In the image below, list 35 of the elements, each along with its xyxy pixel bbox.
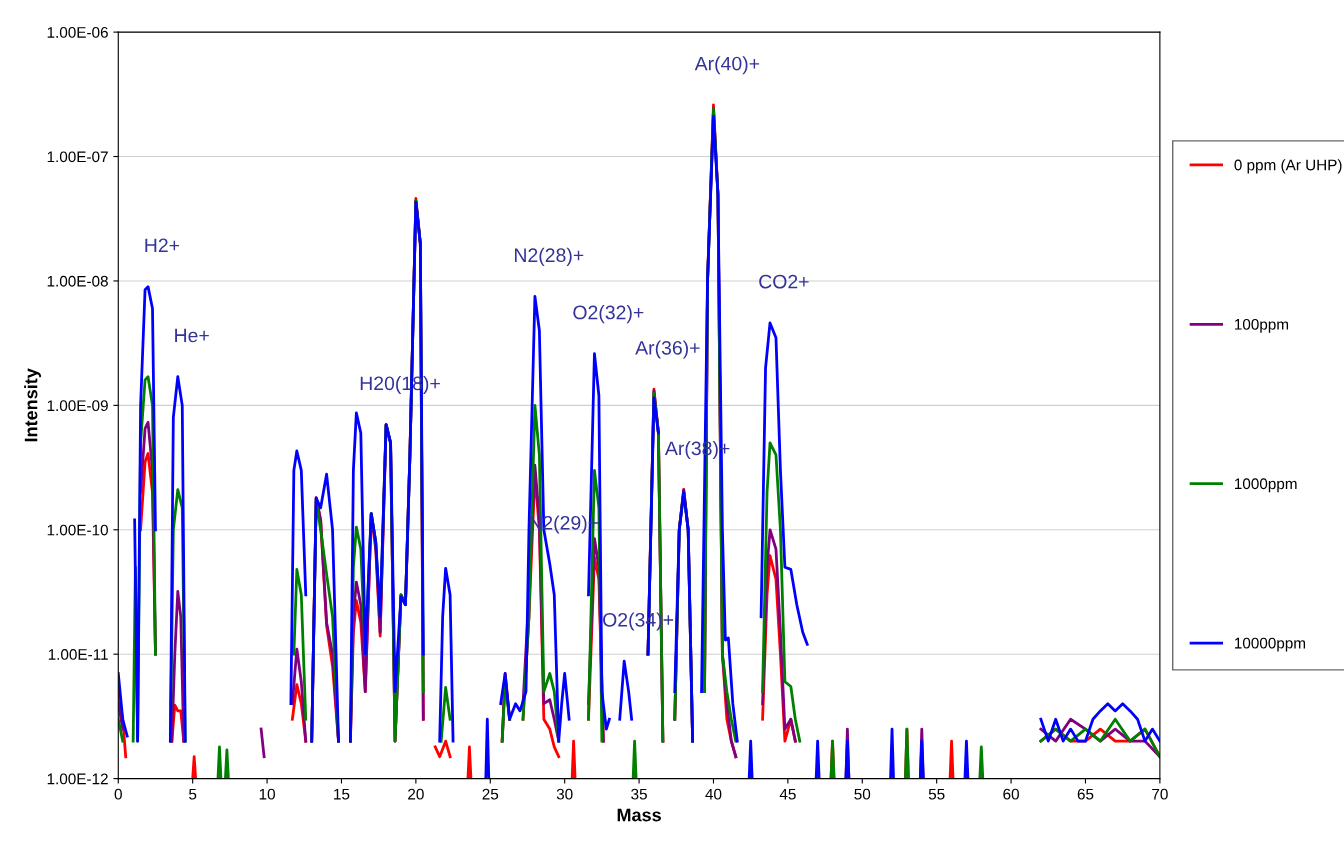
x-tick-label: 30 — [556, 788, 573, 800]
y-tick-label: 1.00E-09 — [47, 400, 108, 412]
legend-label: 10000ppm — [1234, 637, 1306, 652]
y-tick-label: 1.00E-10 — [47, 524, 108, 536]
y-tick-label: 1.00E-08 — [47, 275, 108, 287]
y-tick-label: 1.00E-06 — [47, 26, 108, 38]
x-tick-label: 55 — [928, 788, 945, 800]
x-tick-label: 15 — [334, 788, 350, 800]
x-tick-label: 10 — [259, 788, 275, 800]
annotation: O2(32)+ — [573, 305, 644, 324]
x-tick-label: 5 — [189, 788, 197, 800]
annotation: H2+ — [145, 238, 180, 253]
x-tick-label: 35 — [631, 788, 647, 800]
x-tick-label: 25 — [482, 788, 499, 800]
annotation: CO2+ — [759, 274, 809, 289]
legend-label: 0 ppm (Ar UHP) — [1234, 159, 1342, 174]
annotation: Ar(40)+ — [694, 56, 760, 75]
x-tick-label: 0 — [114, 788, 122, 800]
x-tick-label: 50 — [854, 788, 871, 800]
x-tick-label: 20 — [408, 788, 424, 800]
y-axis-title: Intensity — [24, 368, 41, 442]
annotation: He+ — [175, 328, 209, 343]
legend-label: 100ppm — [1234, 318, 1289, 333]
x-tick-label: 70 — [1152, 788, 1168, 800]
x-tick-label: 60 — [1003, 788, 1019, 800]
annotation: N2(28)+ — [515, 247, 584, 266]
y-tick-label: 1.00E-11 — [48, 649, 108, 660]
y-tick-label: 1.00E-07 — [47, 151, 108, 163]
x-axis-title: Mass — [617, 808, 661, 822]
legend-label: 1000ppm — [1234, 478, 1297, 493]
y-tick-label: 1.00E-12 — [47, 773, 108, 785]
x-tick-label: 65 — [1077, 788, 1094, 800]
x-tick-label: 40 — [705, 788, 722, 800]
x-tick-label: 45 — [779, 788, 796, 800]
annotation: Ar(36)+ — [635, 340, 700, 359]
